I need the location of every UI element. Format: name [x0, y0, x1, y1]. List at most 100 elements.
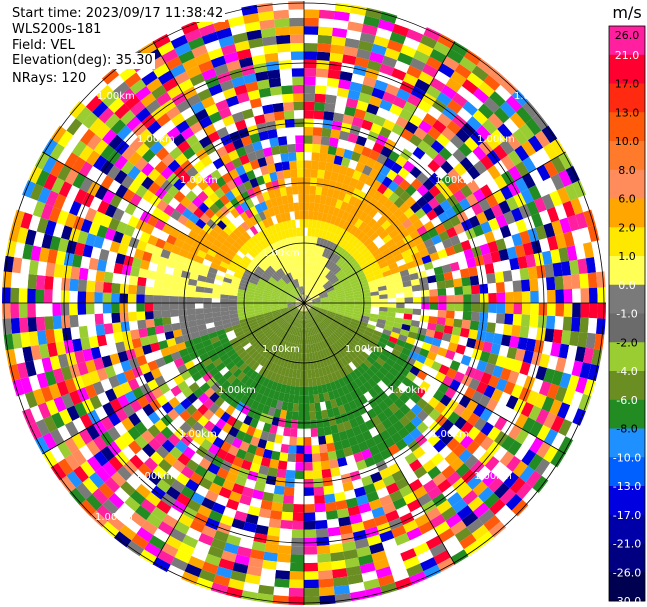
velocity-cell — [174, 261, 185, 271]
velocity-cell — [487, 375, 500, 389]
velocity-cell — [280, 348, 286, 358]
colorbar-bin — [609, 371, 645, 401]
velocity-cell — [401, 347, 412, 357]
velocity-cell — [250, 195, 260, 206]
velocity-cell — [406, 499, 422, 513]
velocity-cell — [185, 527, 202, 541]
velocity-cell — [306, 310, 310, 320]
velocity-cell — [433, 330, 444, 340]
velocity-cell — [380, 146, 393, 158]
velocity-cell — [164, 330, 175, 340]
velocity-cell — [304, 303, 307, 312]
velocity-cell — [319, 332, 325, 341]
velocity-cell — [304, 378, 309, 387]
velocity-cell — [252, 140, 263, 152]
velocity-cell — [349, 390, 359, 401]
velocity-cell — [577, 258, 588, 275]
velocity-cell — [35, 288, 45, 303]
velocity-cell — [186, 427, 199, 440]
velocity-cell — [315, 220, 322, 230]
velocity-cell — [290, 419, 298, 429]
velocity-cell — [418, 71, 435, 86]
velocity-cell — [135, 142, 150, 158]
velocity-cell — [64, 152, 79, 169]
velocity-cell — [417, 452, 431, 466]
velocity-cell — [307, 269, 311, 279]
velocity-cell — [304, 470, 314, 480]
velocity-cell — [371, 374, 382, 385]
velocity-cell — [402, 433, 415, 446]
velocity-cell — [429, 542, 447, 558]
velocity-cell — [444, 451, 459, 466]
velocity-cell — [156, 332, 167, 343]
velocity-cell — [248, 281, 258, 288]
velocity-cell — [169, 146, 183, 160]
velocity-cell — [197, 504, 212, 518]
velocity-cell — [194, 303, 204, 309]
velocity-cell — [127, 440, 142, 455]
velocity-cell — [348, 436, 359, 447]
velocity-cell — [348, 400, 358, 411]
velocity-cell — [336, 308, 346, 312]
velocity-cell — [213, 279, 223, 286]
velocity-cell — [162, 280, 172, 289]
velocity-cell — [311, 305, 320, 310]
velocity-cell — [304, 277, 307, 287]
velocity-cell — [153, 317, 164, 327]
velocity-cell — [316, 255, 323, 264]
velocity-cell — [368, 95, 383, 108]
velocity-cell — [365, 368, 376, 378]
velocity-cell — [404, 291, 413, 298]
velocity-cell — [331, 253, 339, 263]
velocity-cell — [25, 360, 37, 377]
velocity-cell — [164, 266, 175, 276]
velocity-cell — [377, 574, 395, 587]
velocity-cell — [189, 245, 200, 256]
velocity-cell — [272, 153, 282, 164]
velocity-cell — [250, 323, 260, 330]
velocity-cell — [281, 321, 289, 330]
velocity-cell — [192, 336, 203, 346]
velocity-cell — [349, 205, 359, 216]
velocity-cell — [304, 185, 311, 195]
velocity-cell — [226, 221, 237, 232]
velocity-cell — [314, 315, 321, 323]
velocity-cell — [114, 486, 130, 503]
velocity-cell — [241, 404, 251, 416]
velocity-cell — [520, 188, 534, 205]
velocity-cell — [400, 128, 414, 142]
velocity-cell — [304, 453, 313, 463]
colorbar-bin — [609, 342, 645, 372]
velocity-cell — [334, 315, 344, 321]
velocity-cell — [252, 454, 263, 466]
velocity-cell — [453, 416, 467, 430]
velocity-cell — [397, 540, 414, 554]
velocity-cell — [236, 303, 246, 307]
velocity-cell — [345, 140, 356, 152]
velocity-cell — [232, 562, 249, 574]
velocity-cell — [363, 381, 373, 392]
velocity-cell — [471, 202, 484, 216]
velocity-cell — [219, 261, 230, 269]
velocity-cell — [186, 499, 202, 513]
velocity-cell — [287, 324, 293, 333]
velocity-cell — [235, 146, 247, 158]
velocity-cell — [244, 240, 254, 250]
velocity-cell — [413, 465, 428, 479]
velocity-cell — [123, 460, 138, 476]
velocity-cell — [288, 305, 297, 310]
velocity-cell — [444, 317, 455, 327]
velocity-cell — [260, 275, 269, 283]
velocity-cell — [507, 221, 520, 236]
velocity-cell — [422, 528, 439, 543]
velocity-cell — [304, 193, 310, 203]
velocity-cell — [96, 367, 109, 382]
velocity-cell — [343, 355, 352, 365]
velocity-cell — [285, 285, 293, 292]
velocity-cell — [550, 415, 565, 433]
velocity-cell — [300, 361, 304, 371]
velocity-cell — [324, 231, 332, 241]
velocity-cell — [376, 341, 387, 350]
velocity-cell — [278, 536, 292, 546]
velocity-cell — [401, 218, 413, 230]
